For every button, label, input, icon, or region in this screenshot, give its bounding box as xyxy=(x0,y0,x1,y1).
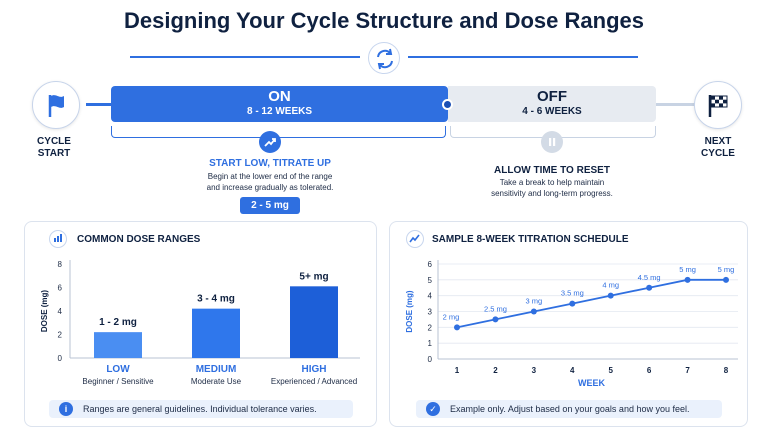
bar-chart-title: COMMON DOSE RANGES xyxy=(77,234,201,245)
point-data-label: 3.5 mg xyxy=(561,289,584,298)
category-label: LOW xyxy=(106,364,130,375)
y-tick-label: 0 xyxy=(428,355,433,364)
x-axis-label: WEEK xyxy=(578,378,606,388)
x-tick-label: 7 xyxy=(685,366,690,375)
data-point xyxy=(530,308,537,315)
bar-chart-note-text: Ranges are general guidelines. Individua… xyxy=(83,404,317,414)
data-point xyxy=(454,324,460,331)
info-icon: i xyxy=(59,402,73,416)
category-label: MEDIUM xyxy=(196,364,237,375)
data-point xyxy=(646,284,653,291)
y-tick-label: 0 xyxy=(58,354,63,363)
pause-icon xyxy=(541,131,563,153)
category-label: HIGH xyxy=(302,364,327,375)
next-cycle-label: NEXT CYCLE xyxy=(701,136,735,159)
on-phase-title: ON xyxy=(268,88,291,105)
bar-chart-note: i Ranges are general guidelines. Individ… xyxy=(49,400,353,418)
y-tick-label: 2 xyxy=(58,331,63,340)
line-chart-title: SAMPLE 8-WEEK TITRATION SCHEDULE xyxy=(432,234,629,245)
off-phase-weeks: 4 - 6 WEEKS xyxy=(522,106,582,117)
y-tick-label: 3 xyxy=(428,308,433,317)
category-subtitle: Beginner / Sensitive xyxy=(82,377,154,386)
x-tick-label: 6 xyxy=(647,366,652,375)
line-chart: 0 1 2 3 4 5 6 DOSE (mg) 1 2 3 4 5 6 7 8 WEEK 2 mg 2.5 mg 3 … xyxy=(405,260,738,388)
off-phase-heading: ALLOW TIME TO RESET xyxy=(494,165,610,176)
next-cycle-node xyxy=(694,81,742,129)
checkered-flag-icon xyxy=(708,95,728,117)
y-tick-label: 8 xyxy=(58,260,63,269)
bar-data-label: 1 - 2 mg xyxy=(99,317,137,328)
point-data-label: 2.5 mg xyxy=(484,304,507,313)
point-data-label: 2 mg xyxy=(443,312,460,321)
line-chart-note: ✓ Example only. Adjust based on your goa… xyxy=(416,400,722,418)
point-data-label: 5 mg xyxy=(679,265,696,274)
y-tick-label: 5 xyxy=(428,276,433,285)
x-tick-label: 5 xyxy=(608,366,613,375)
bar-chart-icon xyxy=(49,230,67,248)
point-data-label: 3 mg xyxy=(526,297,543,306)
bar-data-label: 5+ mg xyxy=(299,271,328,282)
bar-data-label: 3 - 4 mg xyxy=(197,294,235,305)
on-phase-bar: ON 8 - 12 WEEKS xyxy=(111,86,448,122)
point-data-label: 4 mg xyxy=(602,281,619,290)
on-phase-dose-badge: 2 - 5 mg xyxy=(240,197,300,214)
check-badge-icon: ✓ xyxy=(426,402,440,416)
line-chart-note-text: Example only. Adjust based on your goals… xyxy=(450,404,690,414)
x-tick-label: 1 xyxy=(455,366,460,375)
off-phase-bar: OFF 4 - 6 WEEKS xyxy=(448,86,656,122)
on-phase-weeks: 8 - 12 WEEKS xyxy=(246,106,313,117)
y-tick-label: 4 xyxy=(428,292,433,301)
x-tick-label: 4 xyxy=(570,366,575,375)
phase-separator-dot xyxy=(442,99,453,110)
cycle-arrows-icon xyxy=(368,42,400,74)
title-underline-right xyxy=(408,56,638,58)
off-phase-description: Take a break to help maintain sensitivit… xyxy=(491,178,613,198)
on-phase-description: Begin at the lower end of the range and … xyxy=(206,172,334,192)
page-title: Designing Your Cycle Structure and Dose … xyxy=(124,8,644,33)
data-point xyxy=(723,276,729,283)
x-tick-label: 8 xyxy=(724,366,729,375)
y-tick-label: 6 xyxy=(428,260,433,269)
data-point xyxy=(569,300,576,307)
category-subtitle: Moderate Use xyxy=(191,377,242,386)
flag-icon xyxy=(48,95,64,117)
y-tick-label: 4 xyxy=(58,307,63,316)
series-line xyxy=(456,278,726,329)
data-point xyxy=(492,316,499,323)
trend-up-icon xyxy=(259,131,281,153)
off-phase-title: OFF xyxy=(537,88,567,105)
on-phase-heading: START LOW, TITRATE UP xyxy=(209,158,331,169)
y-tick-label: 2 xyxy=(428,323,433,332)
point-data-label: 5 mg xyxy=(718,265,735,274)
x-tick-label: 2 xyxy=(493,366,498,375)
line-chart-icon xyxy=(406,230,424,248)
x-tick-label: 3 xyxy=(532,366,537,375)
bar-low xyxy=(94,332,142,358)
y-tick-label: 6 xyxy=(58,284,63,293)
cycle-start-label: CYCLE START xyxy=(37,136,71,159)
bar-medium xyxy=(192,308,240,358)
dose-ranges-panel: COMMON DOSE RANGES 0 2 4 6 8 DOSE (mg) 1 - 2 m… xyxy=(24,221,377,427)
y-axis-label: DOSE (mg) xyxy=(40,290,49,333)
cycle-start-node xyxy=(32,81,80,129)
data-point xyxy=(607,292,614,299)
title-underline-left xyxy=(130,56,360,58)
point-data-label: 4.5 mg xyxy=(638,273,661,282)
y-tick-label: 1 xyxy=(428,339,433,348)
data-point xyxy=(684,276,691,283)
y-axis-label: DOSE (mg) xyxy=(405,290,414,333)
titration-schedule-panel: SAMPLE 8-WEEK TITRATION SCHEDULE 0 1 2 3 4 5 6… xyxy=(389,221,748,427)
category-subtitle: Experienced / Advanced xyxy=(271,377,357,386)
bar-high xyxy=(290,286,338,358)
bar-chart: 0 2 4 6 8 DOSE (mg) 1 - 2 mg LOW Beginner / Sens… xyxy=(40,260,360,386)
